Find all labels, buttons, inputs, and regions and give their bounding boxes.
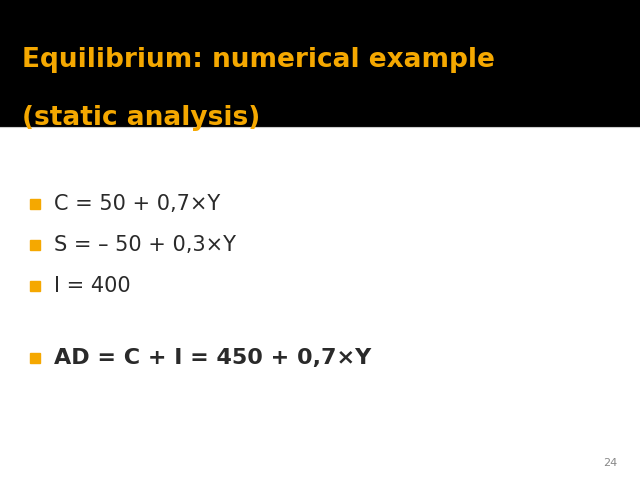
Text: I = 400: I = 400 [54,276,131,296]
Text: S = – 50 + 0,3×Y: S = – 50 + 0,3×Y [54,235,236,255]
Text: Equilibrium: numerical example: Equilibrium: numerical example [22,47,495,73]
FancyBboxPatch shape [0,0,640,127]
Text: AD = C + I = 450 + 0,7×Y: AD = C + I = 450 + 0,7×Y [54,348,372,368]
Text: 24: 24 [604,458,618,468]
Text: C = 50 + 0,7×Y: C = 50 + 0,7×Y [54,194,221,214]
Text: (static analysis): (static analysis) [22,105,260,131]
